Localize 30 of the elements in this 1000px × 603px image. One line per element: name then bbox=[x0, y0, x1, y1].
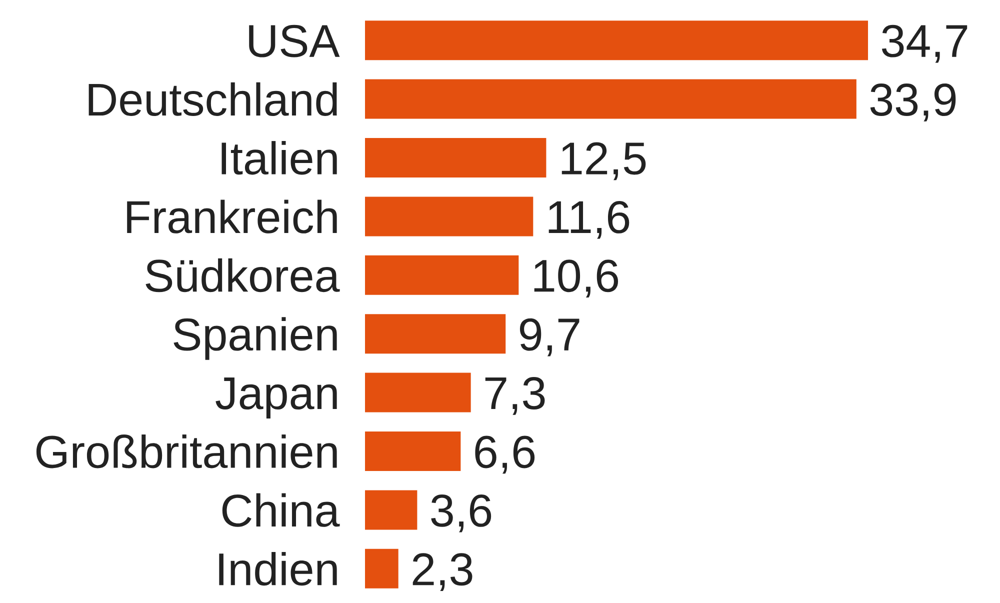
bar bbox=[365, 372, 471, 412]
data-label: 10,6 bbox=[534, 260, 618, 298]
bar bbox=[365, 490, 418, 530]
y-tick-label: USA bbox=[249, 24, 340, 58]
y-tick-label: Großbritannien bbox=[36, 434, 337, 468]
bar bbox=[365, 255, 519, 295]
bar bbox=[365, 548, 398, 588]
data-label: 3,6 bbox=[431, 494, 492, 532]
data-label: 6,6 bbox=[475, 436, 535, 474]
data-label: 2,3 bbox=[412, 553, 472, 591]
y-tick-label: Spanien bbox=[174, 317, 337, 360]
bar bbox=[365, 196, 534, 236]
data-label: 34,7 bbox=[882, 24, 968, 63]
y-tick-label: Japan bbox=[216, 378, 337, 419]
bar bbox=[365, 138, 546, 178]
bar bbox=[365, 20, 868, 60]
y-tick-label: China bbox=[222, 493, 340, 527]
data-label: 12,5 bbox=[562, 142, 646, 180]
y-tick-label: Italien bbox=[222, 141, 337, 175]
data-label: 9,7 bbox=[520, 318, 580, 356]
data-label: 33,9 bbox=[870, 84, 956, 122]
y-tick-label: Frankreich bbox=[127, 200, 337, 234]
bar bbox=[365, 431, 461, 471]
y-tick-label: Indien bbox=[219, 552, 337, 586]
data-label: 11,6 bbox=[548, 200, 630, 239]
data-label: 7,3 bbox=[485, 377, 545, 415]
bar bbox=[365, 79, 856, 119]
y-tick-label: Südkorea bbox=[146, 258, 340, 292]
y-tick-label: Deutschland bbox=[88, 82, 337, 116]
bar bbox=[365, 314, 506, 354]
